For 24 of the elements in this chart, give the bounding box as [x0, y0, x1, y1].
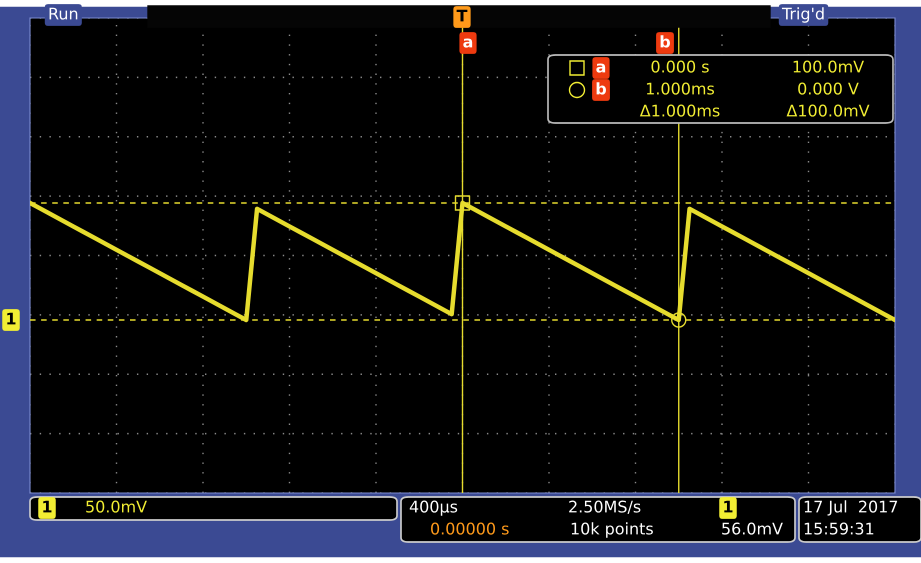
- text: 400µs: [410, 500, 458, 516]
- text: 1: [7, 312, 16, 324]
- text: a: [596, 63, 606, 73]
- text: Δ1.000ms: [640, 104, 720, 117]
- text: 0.000 s: [651, 60, 709, 73]
- text: Trig'd: [782, 7, 824, 23]
- text: 50.0mV: [86, 500, 147, 513]
- text: 0.000 V: [798, 82, 859, 95]
- text: 1: [724, 500, 732, 512]
- text: 15:59:31: [804, 522, 874, 535]
- text: Run: [50, 8, 78, 20]
- text: 1.000ms: [646, 82, 714, 95]
- text: 10k points: [572, 522, 653, 538]
- text: b: [596, 82, 606, 95]
- text: Δ100.0mV: [786, 104, 870, 117]
- text: b: [660, 35, 670, 48]
- text: T: [456, 10, 468, 22]
- text: 100.0mV: [794, 60, 864, 73]
- text: 0.00000 s: [431, 522, 509, 535]
- text: 56.0mV: [722, 522, 783, 535]
- text: a: [463, 38, 472, 48]
- text: 17 Jul 2017: [804, 500, 898, 516]
- text: 2.50MS/s: [569, 500, 640, 514]
- text: 1: [43, 500, 52, 512]
